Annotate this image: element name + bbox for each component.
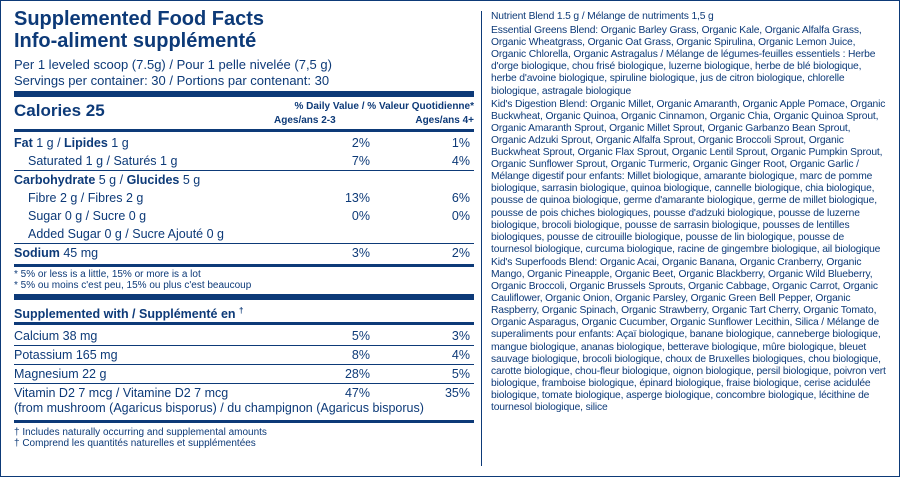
- supplemented-header: Supplemented with / Supplémenté en †: [14, 302, 474, 322]
- saturated-dv-4plus: 4%: [451, 154, 470, 168]
- fat-dv-4plus: 1%: [451, 136, 470, 150]
- sodium-dv-2-3: 3%: [351, 246, 370, 260]
- supplemented-header-text: Supplemented with / Supplémenté en: [14, 307, 236, 322]
- divider: [14, 383, 474, 384]
- potassium-dv-4plus: 4%: [451, 348, 470, 362]
- added-sugar-row: Added Sugar 0 g / Sucre Ajouté 0 g: [14, 225, 474, 243]
- servings-per-container: Servings per container: 30 / Portions pa…: [14, 73, 330, 88]
- magnesium-label: Magnesium 22 g: [14, 367, 107, 381]
- calcium-dv-4plus: 3%: [451, 329, 470, 343]
- sodium-amount: 45 mg: [59, 246, 99, 260]
- calcium-label: Calcium 38 mg: [14, 329, 98, 343]
- calories-row: Calories 25 % Daily Value / % Valeur Quo…: [14, 99, 474, 145]
- fibre-label: Fibre 2 g / Fibres 2 g: [28, 191, 144, 205]
- potassium-label: Potassium 165 mg: [14, 348, 118, 362]
- age-column-2: Ages/ans 4+: [415, 115, 474, 126]
- medium-divider: [14, 420, 474, 423]
- medium-divider: [14, 322, 474, 325]
- fibre-dv-2-3: 13%: [344, 191, 370, 205]
- potassium-dv-2-3: 8%: [351, 348, 370, 362]
- serving-size: Per 1 leveled scoop (7.5g) / Pour 1 pell…: [14, 57, 332, 72]
- dagger-mark: †: [239, 306, 244, 315]
- divider: [14, 364, 474, 365]
- fat-amount: 1 g /: [32, 136, 65, 150]
- title-french: Info-aliment supplémenté: [14, 30, 257, 52]
- sugar-dv-4plus: 0%: [451, 209, 470, 223]
- glucides-amount: 5 g: [179, 173, 201, 187]
- thick-divider: [14, 294, 474, 300]
- sugar-dv-2-3: 0%: [351, 209, 370, 223]
- divider: [14, 243, 474, 244]
- footnote-english: * 5% or less is a little, 15% or more is…: [14, 269, 201, 280]
- age-column-1: Ages/ans 2-3: [274, 115, 336, 126]
- nutrient-blend-panel: Nutrient Blend 1.5 g / Mélange de nutrim…: [491, 11, 887, 415]
- sugar-label: Sugar 0 g / Sucre 0 g: [28, 209, 147, 223]
- sodium-dv-4plus: 2%: [451, 246, 470, 260]
- divider: [14, 345, 474, 346]
- blend-header: Nutrient Blend 1.5 g / Mélange de nutrim…: [491, 11, 714, 22]
- carbohydrate-label: Carbohydrate: [14, 173, 96, 187]
- sodium-label: Sodium: [14, 246, 60, 260]
- vitamin-d-dv-4plus: 35%: [444, 386, 470, 400]
- thick-divider: [14, 91, 474, 97]
- bottom-note-english: † Includes naturally occurring and suppl…: [14, 427, 267, 438]
- saturated-row: Saturated 1 g / Saturés 1 g 7% 4%: [14, 152, 474, 170]
- vitamin-d-row: Vitamin D2 7 mcg / Vitamine D2 7 mcg (fr…: [14, 386, 474, 418]
- fibre-dv-4plus: 6%: [451, 191, 470, 205]
- added-sugar-label: Added Sugar 0 g / Sucre Ajouté 0 g: [28, 227, 224, 241]
- superfoods-blend: Kid's Superfoods Blend: Organic Acai, Or…: [491, 256, 886, 413]
- calcium-row: Calcium 38 mg 5% 3%: [14, 327, 474, 345]
- digestion-blend: Kid's Digestion Blend: Organic Millet, O…: [491, 98, 886, 255]
- fat-label: Fat: [14, 136, 33, 150]
- vitamin-d-label: Vitamin D2 7 mcg / Vitamine D2 7 mcg: [14, 386, 229, 400]
- daily-value-header: % Daily Value / % Valeur Quotidienne*: [294, 101, 474, 112]
- calcium-dv-2-3: 5%: [351, 329, 370, 343]
- magnesium-dv-2-3: 28%: [344, 367, 370, 381]
- bottom-note-french: † Comprend les quantités naturelles et s…: [14, 438, 256, 449]
- footnote-french: * 5% ou moins c'est peu, 15% ou plus c'e…: [14, 280, 252, 291]
- fat-row: Fat 1 g / Lipides 1 g 2% 1%: [14, 134, 474, 152]
- lipides-amount: 1 g: [107, 136, 129, 150]
- sodium-row: Sodium 45 mg 3% 2%: [14, 244, 474, 262]
- magnesium-row: Magnesium 22 g 28% 5%: [14, 365, 474, 383]
- fat-dv-2-3: 2%: [351, 136, 370, 150]
- calories: Calories 25: [14, 101, 105, 120]
- fibre-row: Fibre 2 g / Fibres 2 g 13% 6%: [14, 189, 474, 207]
- facts-panel: Supplemented Food Facts Info-aliment sup…: [14, 8, 474, 449]
- carbohydrate-row: Carbohydrate 5 g / Glucides 5 g: [14, 171, 474, 189]
- column-divider: [481, 11, 482, 466]
- saturated-dv-2-3: 7%: [351, 154, 370, 168]
- magnesium-dv-4plus: 5%: [451, 367, 470, 381]
- glucides-label: Glucides: [126, 173, 180, 187]
- saturated-label: Saturated 1 g / Saturés 1 g: [28, 154, 178, 168]
- lipides-label: Lipides: [64, 136, 108, 150]
- sugar-row: Sugar 0 g / Sucre 0 g 0% 0%: [14, 207, 474, 225]
- vitamin-d-dv-2-3: 47%: [344, 386, 370, 400]
- medium-divider: [14, 129, 474, 132]
- medium-divider: [14, 264, 474, 267]
- divider: [14, 170, 474, 171]
- vitamin-d-source: (from mushroom (Agaricus bisporus) / du …: [14, 401, 424, 415]
- potassium-row: Potassium 165 mg 8% 4%: [14, 346, 474, 364]
- title-english: Supplemented Food Facts: [14, 8, 265, 30]
- greens-blend: Essential Greens Blend: Organic Barley G…: [491, 25, 876, 97]
- carbohydrate-amount: 5 g /: [95, 173, 127, 187]
